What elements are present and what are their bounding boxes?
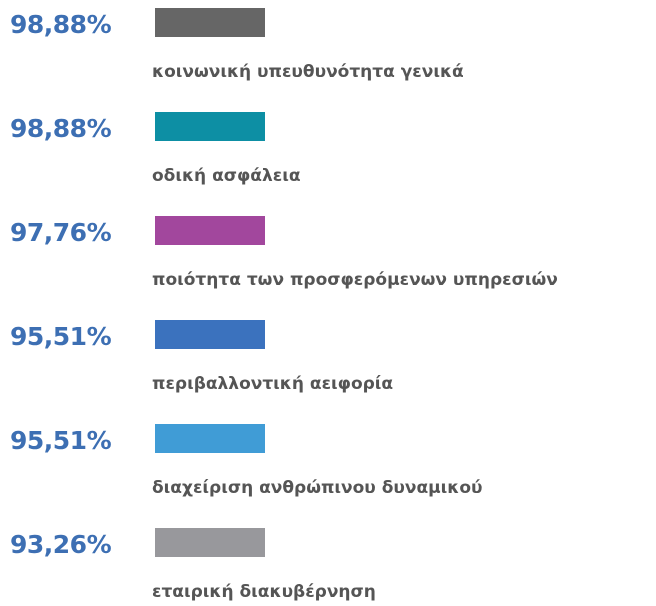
color-swatch xyxy=(155,112,265,141)
item-label: περιβαλλοντική αειφορία xyxy=(152,374,394,394)
color-swatch xyxy=(155,528,265,557)
item-label: οδική ασφάλεια xyxy=(152,166,301,186)
percent: 95,51% xyxy=(10,322,112,351)
percent: 95,51% xyxy=(10,426,112,455)
item-label: ποιότητα των προσφερόμενων υπηρεσιών xyxy=(152,270,558,290)
percent: 93,26% xyxy=(10,530,112,559)
percent: 98,88% xyxy=(10,114,112,143)
item-label: κοινωνική υπευθυνότητα γενικά xyxy=(152,62,464,82)
color-swatch xyxy=(155,216,265,245)
color-swatch xyxy=(155,320,265,349)
color-swatch xyxy=(155,424,265,453)
color-swatch xyxy=(155,8,265,37)
percent: 97,76% xyxy=(10,218,112,247)
item-label: διαχείριση ανθρώπινου δυναμικού xyxy=(152,478,483,498)
percent: 98,88% xyxy=(10,10,112,39)
item-label: εταιρική διακυβέρνηση xyxy=(152,582,376,602)
